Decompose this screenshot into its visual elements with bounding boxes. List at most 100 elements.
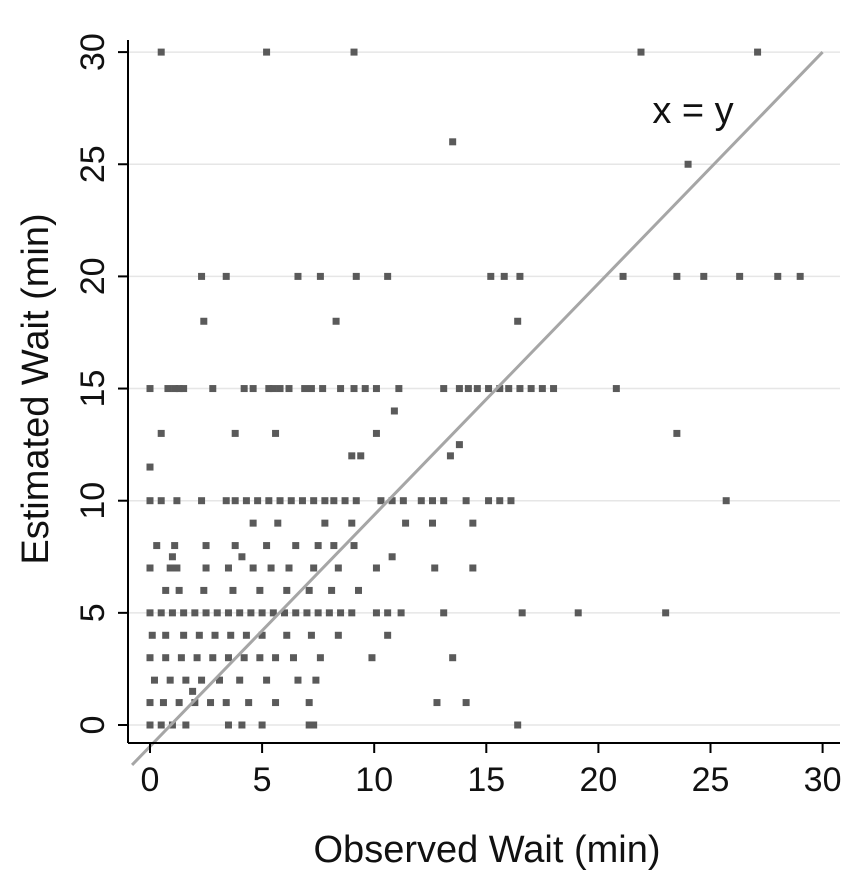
data-point	[157, 429, 165, 437]
reference-line-group	[130, 51, 824, 766]
data-point	[162, 586, 170, 594]
data-point	[507, 497, 515, 505]
data-point	[157, 721, 165, 729]
data-point	[352, 497, 360, 505]
data-point	[796, 272, 804, 280]
data-point	[180, 609, 188, 617]
data-point	[272, 699, 280, 707]
data-point	[146, 497, 154, 505]
axes	[118, 40, 840, 753]
data-point	[265, 385, 273, 393]
data-point	[171, 385, 179, 393]
x-tick-label-20: 20	[579, 761, 617, 799]
data-point	[240, 654, 248, 662]
data-point	[224, 609, 232, 617]
data-point	[216, 676, 224, 684]
data-point	[337, 385, 345, 393]
data-point	[289, 654, 297, 662]
data-point	[198, 676, 206, 684]
data-point	[157, 497, 165, 505]
data-point	[294, 272, 302, 280]
data-point	[350, 385, 358, 393]
data-point	[258, 609, 266, 617]
data-point	[305, 721, 313, 729]
data-point	[267, 564, 275, 572]
data-point	[455, 385, 463, 393]
data-point	[240, 385, 248, 393]
data-point	[328, 586, 336, 594]
data-point	[325, 609, 333, 617]
data-point	[372, 385, 380, 393]
data-point	[384, 609, 392, 617]
data-point	[198, 497, 206, 505]
data-point	[388, 553, 396, 561]
x-tick-label-0: 0	[141, 761, 160, 799]
data-point	[292, 609, 300, 617]
data-point	[146, 654, 154, 662]
data-point	[238, 721, 246, 729]
data-point	[310, 497, 318, 505]
y-tick-label-20: 20	[74, 257, 112, 295]
data-point	[518, 609, 526, 617]
tick-labels: 0 5 10 15 20 25 30 0 5 10 15 20 25 30	[74, 33, 842, 799]
data-point	[256, 586, 264, 594]
data-point	[527, 385, 535, 393]
data-point	[180, 631, 188, 639]
data-point	[272, 429, 280, 437]
data-point	[238, 553, 246, 561]
data-point	[301, 385, 309, 393]
data-point	[193, 654, 201, 662]
y-tick-label-15: 15	[74, 370, 112, 408]
data-point	[361, 385, 369, 393]
data-point	[332, 317, 340, 325]
data-point	[157, 48, 165, 56]
data-point	[200, 317, 208, 325]
data-point	[348, 519, 356, 527]
data-point	[310, 721, 318, 729]
data-point	[168, 553, 176, 561]
data-point	[612, 385, 620, 393]
data-points	[146, 48, 804, 729]
data-point	[500, 272, 508, 280]
data-point	[464, 385, 472, 393]
data-point	[249, 519, 257, 527]
data-point	[446, 452, 454, 460]
data-point	[283, 631, 291, 639]
data-point	[258, 721, 266, 729]
data-point	[384, 631, 392, 639]
data-point	[285, 564, 293, 572]
data-point	[384, 272, 392, 280]
data-point	[307, 385, 315, 393]
data-point	[195, 631, 203, 639]
data-point	[514, 317, 522, 325]
data-point	[307, 631, 315, 639]
data-point	[321, 519, 329, 527]
data-point	[428, 519, 436, 527]
data-point	[236, 676, 244, 684]
data-point	[159, 699, 167, 707]
data-point	[263, 676, 271, 684]
y-tick-label-25: 25	[74, 145, 112, 183]
data-point	[462, 497, 470, 505]
data-point	[310, 564, 318, 572]
data-point	[505, 385, 513, 393]
data-point	[341, 497, 349, 505]
data-point	[276, 385, 284, 393]
data-point	[321, 497, 329, 505]
data-point	[487, 272, 495, 280]
data-point	[231, 429, 239, 437]
data-point	[222, 272, 230, 280]
data-point	[455, 441, 463, 449]
data-point	[449, 654, 457, 662]
data-point	[440, 497, 448, 505]
y-tick-label-10: 10	[74, 482, 112, 520]
data-point	[485, 385, 493, 393]
data-point	[146, 699, 154, 707]
data-point	[148, 631, 156, 639]
data-point	[550, 385, 558, 393]
data-point	[700, 272, 708, 280]
data-point	[207, 699, 215, 707]
data-point	[312, 676, 320, 684]
data-point	[200, 586, 208, 594]
data-point	[202, 542, 210, 550]
